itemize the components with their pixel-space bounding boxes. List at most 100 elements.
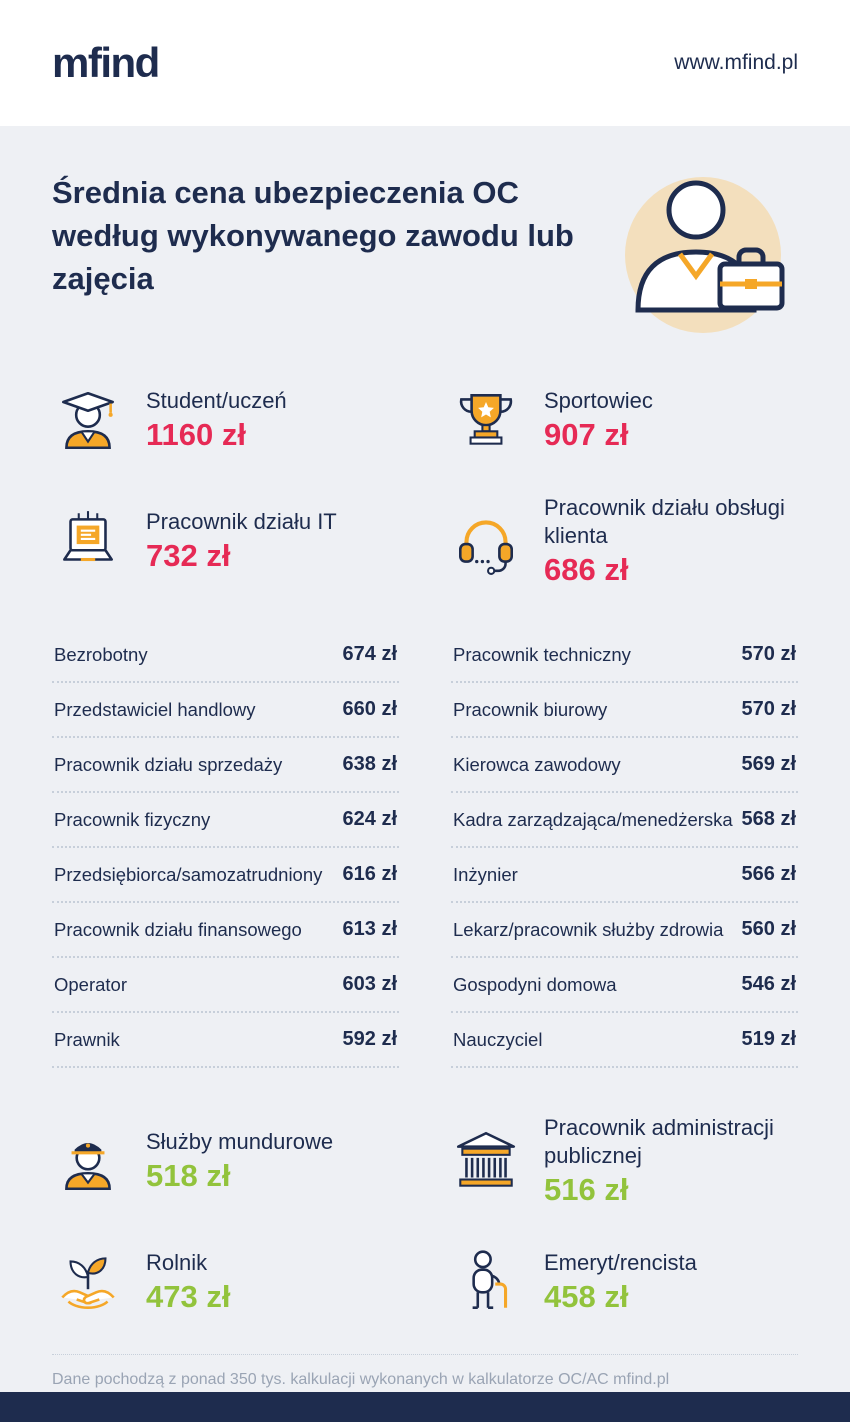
mfind-logo: mfind [52,39,160,86]
featured-item-customer-service: Pracownik działu obsługi klienta 686 zł [450,494,798,588]
occupation-label: Nauczyciel [453,1028,543,1050]
occupation-label: Pracownik biurowy [453,698,608,720]
price-value: 1160 zł [146,417,246,453]
featured-item-farmer: Rolnik 473 zł [52,1246,400,1318]
featured-text: Sportowiec 907 zł [544,387,653,454]
table-row: Inżynier 566 zł [451,848,798,903]
occupation-label: Rolnik [146,1249,208,1275]
occupation-label: Przedsiębiorca/samozatrudniony [54,863,323,885]
site-url: www.mfind.pl [674,51,798,74]
price-value: 560 zł [741,918,796,940]
price-value: 660 zł [342,698,397,720]
hands-sprout-icon [52,1246,124,1318]
price-value: 732 zł [146,538,231,574]
price-value: 458 zł [544,1279,629,1315]
headset-icon [450,505,522,577]
price-value: 516 zł [544,1172,629,1207]
table-column-right: Pracownik techniczny 570 zł Pracownik bi… [451,628,798,1068]
trophy-icon [450,384,522,456]
occupation-label: Pracownik działu IT [146,508,337,534]
price-value: 638 zł [342,753,397,775]
occupation-label: Operator [54,973,128,995]
price-value: 568 zł [741,808,796,830]
occupation-label: Pracownik działu sprzedaży [54,753,283,775]
content: Średnia cena ubezpieczenia OC według wyk… [0,126,850,1389]
price-value: 592 zł [342,1028,397,1050]
featured-item-public-administration: Pracownik administracji publicznej 516 z… [450,1114,798,1208]
price-value: 603 zł [342,973,397,995]
table-column-left: Bezrobotny 674 zł Przedstawiciel handlow… [52,628,399,1068]
price-value: 569 zł [741,753,796,775]
table-row: Kadra zarządzająca/menedżerska 568 zł [451,793,798,848]
occupation-label: Pracownik działu finansowego [54,918,302,940]
occupation-label: Emeryt/rencista [544,1249,697,1275]
featured-text: Student/uczeń 1160 zł [146,387,287,454]
table-row: Gospodyni domowa 546 zł [451,958,798,1013]
featured-item-it: Pracownik działu IT 732 zł [52,494,400,588]
price-value: 566 zł [741,863,796,885]
price-value: 624 zł [342,808,397,830]
table-row: Lekarz/pracownik służby zdrowia 560 zł [451,903,798,958]
occupation-label: Pracownik techniczny [453,643,631,665]
table-row: Nauczyciel 519 zł [451,1013,798,1068]
featured-text: Służby mundurowe 518 zł [146,1128,333,1195]
occupation-label: Lekarz/pracownik służby zdrowia [453,918,724,940]
pensioner-cane-icon [450,1246,522,1318]
price-value: 907 zł [544,417,629,453]
officer-icon [52,1125,124,1197]
featured-text: Pracownik administracji publicznej 516 z… [544,1114,796,1208]
featured-item-sportsman: Sportowiec 907 zł [450,384,798,456]
featured-bottom-section: Służby mundurowe 518 zł Pracownik admini… [52,1114,798,1318]
table-row: Bezrobotny 674 zł [52,628,399,683]
occupation-label: Kadra zarządzająca/menedżerska [453,808,733,830]
table-row: Pracownik fizyczny 624 zł [52,793,399,848]
featured-item-pensioner: Emeryt/rencista 458 zł [450,1246,798,1318]
bottom-bar [0,1392,850,1422]
header: mfind www.mfind.pl [0,0,850,126]
occupation-label: Kierowca zawodowy [453,753,621,775]
worker-briefcase-icon [608,160,798,338]
laptop-icon [52,505,124,577]
featured-text: Pracownik działu IT 732 zł [146,508,337,575]
featured-item-uniformed-services: Służby mundurowe 518 zł [52,1114,400,1208]
table-row: Przedstawiciel handlowy 660 zł [52,683,399,738]
occupation-label: Prawnik [54,1028,120,1050]
table-row: Operator 603 zł [52,958,399,1013]
government-building-icon [450,1125,522,1197]
hero-section: Średnia cena ubezpieczenia OC według wyk… [52,172,798,338]
price-value: 519 zł [741,1028,796,1050]
occupation-label: Pracownik administracji publicznej [544,1115,774,1168]
table-row: Pracownik działu finansowego 613 zł [52,903,399,958]
occupation-label: Bezrobotny [54,643,148,665]
featured-text: Emeryt/rencista 458 zł [544,1249,697,1316]
occupation-label: Sportowiec [544,387,653,413]
occupation-label: Pracownik działu obsługi klienta [544,495,785,548]
price-value: 570 zł [741,643,796,665]
table-row: Pracownik biurowy 570 zł [451,683,798,738]
featured-top-section: Student/uczeń 1160 zł [52,384,798,588]
occupation-label: Inżynier [453,863,518,885]
price-table-section: Bezrobotny 674 zł Przedstawiciel handlow… [52,628,798,1068]
price-value: 616 zł [342,863,397,885]
table-row: Prawnik 592 zł [52,1013,399,1068]
student-icon [52,384,124,456]
price-value: 686 zł [544,552,629,587]
price-value: 473 zł [146,1279,231,1315]
price-value: 546 zł [741,973,796,995]
featured-text: Rolnik 473 zł [146,1249,230,1316]
featured-item-student: Student/uczeń 1160 zł [52,384,400,456]
table-row: Kierowca zawodowy 569 zł [451,738,798,793]
featured-text: Pracownik działu obsługi klienta 686 zł [544,494,796,588]
data-source-note: Dane pochodzą z ponad 350 tys. kalkulacj… [52,1354,798,1389]
table-row: Pracownik działu sprzedaży 638 zł [52,738,399,793]
occupation-label: Służby mundurowe [146,1128,334,1154]
table-row: Pracownik techniczny 570 zł [451,628,798,683]
occupation-label: Pracownik fizyczny [54,808,211,830]
price-value: 518 zł [146,1158,231,1194]
price-value: 613 zł [342,918,397,940]
occupation-label: Student/uczeń [146,387,287,413]
occupation-label: Przedstawiciel handlowy [54,698,256,720]
occupation-label: Gospodyni domowa [453,973,617,995]
page-title: Średnia cena ubezpieczenia OC według wyk… [52,175,574,296]
